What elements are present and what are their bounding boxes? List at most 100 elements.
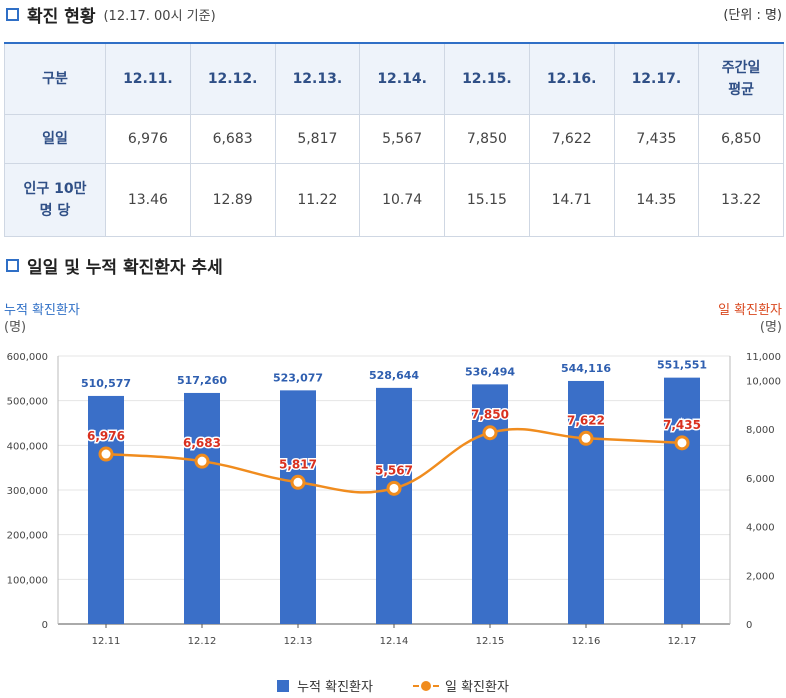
right-axis-unit: (명): [759, 320, 782, 335]
table-header-cell: 구분: [4, 42, 106, 115]
line-point: [578, 430, 594, 446]
table-cell: 10.74: [359, 163, 445, 237]
line-point: [482, 425, 498, 441]
table-cell: 13.46: [105, 163, 191, 237]
table-header-cell: 12.13.: [274, 42, 361, 115]
left-axis-label: 누적 확진환자: [4, 303, 80, 318]
bar: [664, 377, 700, 624]
bar-value-label: 536,494: [465, 365, 515, 378]
table-cell: 7,622: [528, 114, 615, 164]
table-cell: 14.71: [528, 163, 615, 237]
bar: [568, 380, 604, 624]
table-header-row: 구분 12.11. 12.12. 12.13. 12.14. 12.15. 12…: [4, 42, 784, 115]
left-tick-label: 400,000: [7, 441, 48, 452]
right-axis-label: 일 확진환자: [718, 303, 782, 318]
bar-value-label: 551,551: [657, 359, 707, 372]
right-tick-label: 2,000: [746, 571, 775, 582]
line-point: [674, 435, 690, 451]
legend-bar-label: 누적 확진환자: [297, 680, 373, 695]
table-cell: 13.22: [698, 163, 784, 237]
section-status-header: 확진 현황 (12.17. 00시 기준): [6, 2, 216, 27]
left-tick-label: 0: [42, 620, 48, 631]
table-cell: 5,817: [274, 114, 361, 164]
table-cell: 5,567: [359, 114, 445, 164]
table-cell: 12.89: [189, 163, 276, 237]
line-value-label: 5,567: [375, 463, 413, 477]
left-tick-label: 100,000: [7, 575, 48, 586]
row-label: 일일: [4, 114, 106, 164]
section-status-title: 확진 현황: [27, 7, 96, 27]
table-cell: 6,976: [105, 114, 191, 164]
bar-value-label: 528,644: [369, 369, 419, 382]
left-axis-unit: (명): [4, 320, 27, 335]
line-value-label: 5,817: [279, 457, 317, 471]
bar-value-label: 523,077: [273, 371, 323, 384]
right-tick-label: 10,000: [746, 376, 781, 387]
x-tick-label: 12.17: [668, 636, 697, 647]
table-cell: 15.15: [444, 163, 530, 237]
table-header-cell: 주간일 평균: [698, 42, 784, 115]
left-tick-label: 200,000: [7, 531, 48, 542]
table-header-cell: 12.17.: [613, 42, 700, 115]
table-header-cell: 12.14.: [359, 42, 445, 115]
table-cell: 7,435: [613, 114, 700, 164]
bar-value-label: 510,577: [81, 377, 131, 390]
table-row: 일일 6,976 6,683 5,817 5,567 7,850 7,622 7…: [4, 114, 784, 164]
section-square-icon: [6, 8, 19, 21]
table-header-cell: 12.16.: [528, 42, 615, 115]
x-tick-label: 12.12: [188, 636, 217, 647]
table-row: 인구 10만 명 당 13.46 12.89 11.22 10.74 15.15…: [4, 163, 784, 237]
bar-value-label: 544,116: [561, 362, 611, 375]
line-point: [98, 446, 114, 462]
right-tick-label: 11,000: [746, 352, 781, 363]
section-trend-title: 일일 및 누적 확진환자 추세: [27, 258, 223, 278]
right-tick-label: 0: [746, 620, 752, 631]
table-header-cell: 12.12.: [189, 42, 276, 115]
bar: [472, 384, 508, 624]
line-value-label: 6,683: [183, 436, 221, 450]
right-tick-label: 4,000: [746, 523, 775, 534]
right-axis-title: 일 확진환자 (명): [718, 302, 782, 336]
bar: [184, 392, 220, 624]
bar: [88, 395, 124, 624]
legend-line-label: 일 확진환자: [444, 680, 509, 695]
x-tick-label: 12.11: [92, 636, 121, 647]
x-tick-label: 12.13: [284, 636, 313, 647]
chart-legend: 누적 확진환자 일 확진환자: [0, 676, 786, 695]
unit-label: (단위 : 명): [723, 8, 782, 23]
left-tick-label: 500,000: [7, 397, 48, 408]
left-tick-label: 600,000: [7, 352, 48, 363]
section-trend-header: 일일 및 누적 확진환자 추세: [6, 253, 223, 278]
line-value-label: 7,435: [663, 418, 701, 432]
bar: [280, 390, 316, 624]
row-label: 인구 10만 명 당: [4, 163, 106, 237]
left-tick-label: 300,000: [7, 486, 48, 497]
stats-table: 구분 12.11. 12.12. 12.13. 12.14. 12.15. 12…: [4, 42, 784, 237]
line-point: [290, 474, 306, 490]
x-tick-label: 12.14: [380, 636, 409, 647]
right-tick-label: 6,000: [746, 474, 775, 485]
line-value-label: 7,850: [471, 408, 509, 422]
bar: [376, 387, 412, 624]
table-header-cell: 12.15.: [444, 42, 530, 115]
trend-chart: 0 100,000 200,000 300,000 400,000 500,000 600,…: [7, 352, 781, 647]
x-tick-label: 12.16: [572, 636, 601, 647]
section-status-subtitle: (12.17. 00시 기준): [103, 9, 216, 24]
table-cell: 6,850: [698, 114, 784, 164]
section-square-icon: [6, 259, 19, 272]
table-cell: 7,850: [444, 114, 530, 164]
table-header-cell: 12.11.: [105, 42, 191, 115]
bar-value-label: 517,260: [177, 374, 227, 387]
line-point: [386, 480, 402, 496]
left-axis-title: 누적 확진환자 (명): [4, 302, 80, 336]
right-tick-label: 8,000: [746, 425, 775, 436]
x-tick-label: 12.15: [476, 636, 505, 647]
line-value-label: 6,976: [87, 429, 125, 443]
line-point: [194, 453, 210, 469]
table-cell: 11.22: [274, 163, 361, 237]
table-cell: 6,683: [189, 114, 276, 164]
line-value-label: 7,622: [567, 413, 605, 427]
legend-line-swatch: [412, 680, 439, 692]
legend-bar-swatch: [277, 679, 290, 692]
table-cell: 14.35: [613, 163, 700, 237]
